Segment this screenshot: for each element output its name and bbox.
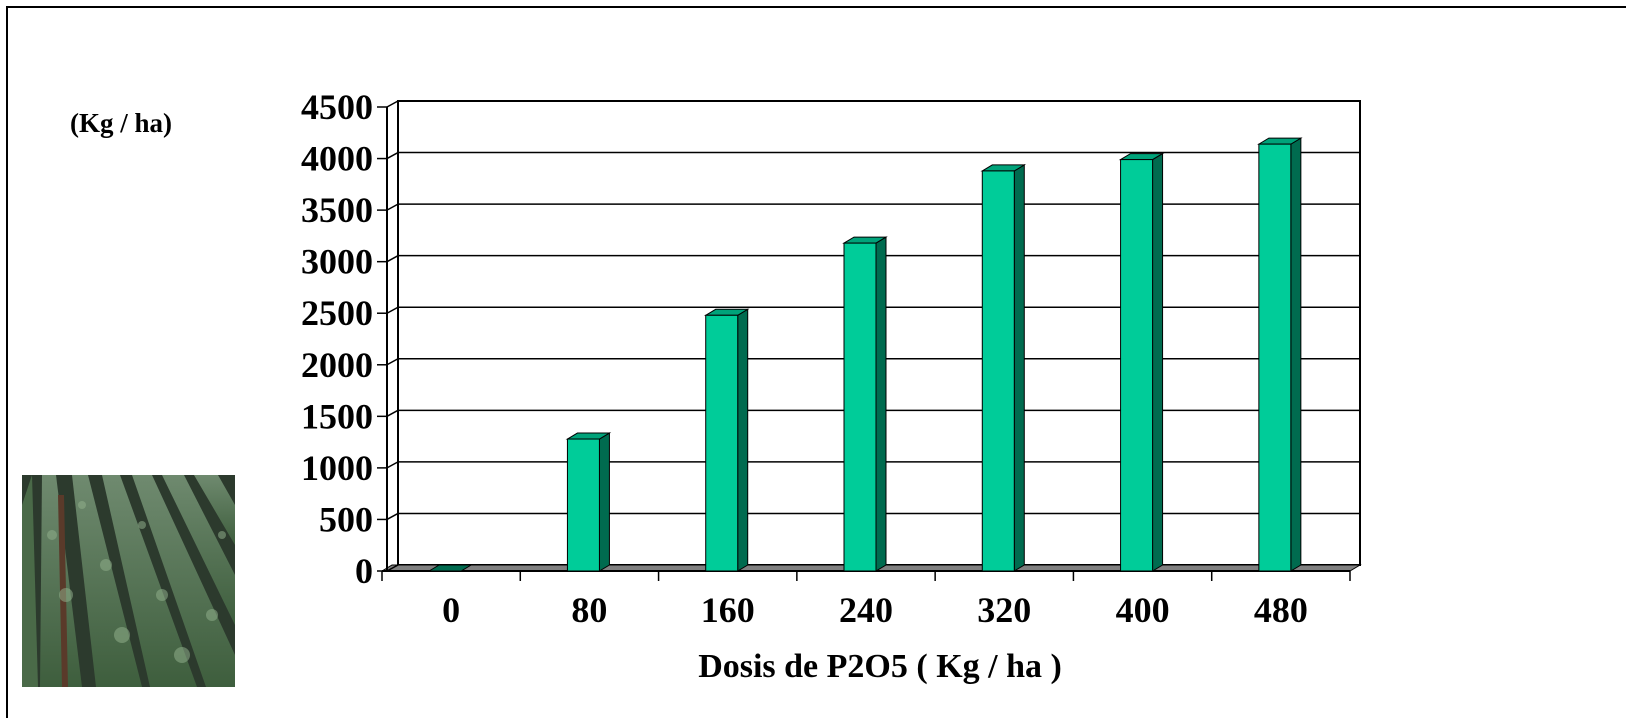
bar (565, 432, 612, 572)
y-depth-line (386, 409, 399, 417)
bar-front (981, 170, 1015, 572)
bar-front (705, 314, 739, 572)
y-axis-unit-label: (Kg / ha) (70, 108, 173, 138)
y-tick-label: 1000 (301, 448, 373, 488)
y-depth-line (386, 358, 399, 366)
x-tick-labels: 0 80 160 240 320 400 480 (442, 590, 1308, 630)
y-depth-line (386, 203, 399, 211)
soybean-field-photo (22, 475, 235, 687)
x-tick-label: 80 (571, 590, 607, 630)
y-depth-line (386, 512, 399, 521)
bar-front (1120, 159, 1154, 572)
bar-side (875, 236, 887, 572)
y-tick-label: 3500 (301, 190, 373, 230)
bar-front (1258, 143, 1292, 572)
slide-frame (6, 6, 1626, 718)
x-tick-label: 240 (839, 590, 893, 630)
bar-side (1290, 137, 1302, 572)
x-tick-label: 480 (1254, 590, 1308, 630)
x-axis-title: Dosis de P2O5 ( Kg / ha ) (698, 648, 1062, 685)
bar (427, 564, 473, 572)
y-tick-label: 1500 (301, 396, 373, 436)
y-depth-line (386, 151, 399, 160)
x-tick-label: 0 (442, 590, 460, 630)
y-tick-label: 0 (355, 551, 373, 591)
y-tick-labels: 0 500 1000 1500 2000 2500 3000 3500 4000 4500 (301, 87, 373, 591)
bar-front (566, 438, 600, 572)
x-tick-label: 320 (977, 590, 1031, 630)
soybean-field-photo-art (22, 475, 235, 687)
y-tick-label: 4000 (301, 139, 373, 179)
y-depth-line (386, 306, 399, 314)
x-tick-label: 400 (1116, 590, 1170, 630)
bar-side (1152, 152, 1164, 572)
y-tick-label: 2500 (301, 293, 373, 333)
bars (427, 137, 1303, 572)
bar-front (843, 242, 877, 572)
bar (1257, 137, 1303, 572)
y-tick-label: 2000 (301, 345, 373, 385)
bar-top (427, 564, 473, 572)
bar (842, 236, 888, 572)
bar-side (598, 432, 610, 572)
y-depth-line (386, 461, 399, 469)
x-tick-label: 160 (701, 590, 755, 630)
bar (980, 164, 1027, 572)
bar-side (737, 308, 749, 572)
bar (703, 308, 750, 572)
y-depth-line (386, 100, 399, 108)
y-tick-label: 3000 (301, 242, 373, 282)
y-tick-label: 500 (319, 499, 373, 539)
y-tick-label: 4500 (301, 87, 373, 127)
bar-side (1013, 164, 1025, 572)
bar (1118, 152, 1165, 572)
y-depth-line (386, 255, 399, 263)
